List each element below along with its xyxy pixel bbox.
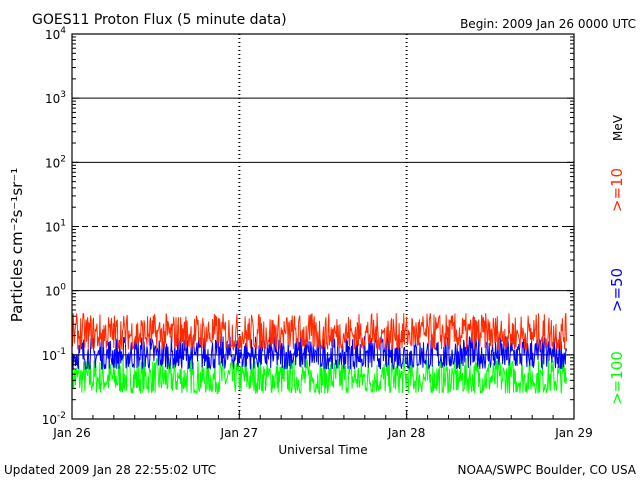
series-lines — [71, 312, 567, 395]
series-line — [71, 312, 567, 352]
y-tick-label: 102 — [45, 154, 66, 170]
y-tick-label: 100 — [45, 283, 66, 299]
y-axis-label: Particles cm⁻²s⁻¹sr⁻¹ — [8, 168, 26, 322]
x-tick-label: Jan 26 — [52, 426, 91, 440]
x-axis-label: Universal Time — [278, 443, 367, 457]
chart-title: GOES11 Proton Flux (5 minute data) — [32, 12, 287, 28]
credit: NOAA/SWPC Boulder, CO USA — [458, 463, 637, 477]
y-axis-ticks: 10-2 10-1 100 101 102 103 104 — [42, 26, 574, 427]
legend-entry: >=50 — [608, 268, 626, 312]
x-tick-label: Jan 28 — [387, 426, 426, 440]
x-axis-ticks: Jan 26 Jan 27 Jan 28 Jan 29 — [52, 411, 593, 440]
unit-label: MeV — [611, 114, 625, 141]
y-tick-label: 101 — [45, 219, 66, 235]
legend: >=10 >=50 >=100 — [608, 168, 626, 405]
y-tick-label: 10-1 — [42, 347, 66, 363]
begin-time: Begin: 2009 Jan 26 0000 UTC — [460, 17, 636, 31]
legend-entry: >=100 — [608, 351, 626, 405]
y-tick-label: 104 — [45, 26, 66, 42]
x-tick-label: Jan 27 — [220, 426, 259, 440]
y-tick-label: 103 — [45, 90, 66, 106]
x-tick-label: Jan 29 — [554, 426, 593, 440]
y-tick-label: 10-2 — [42, 411, 66, 427]
updated-time: Updated 2009 Jan 28 22:55:02 UTC — [4, 463, 216, 477]
legend-entry: >=10 — [608, 168, 626, 212]
series-line — [71, 357, 567, 395]
